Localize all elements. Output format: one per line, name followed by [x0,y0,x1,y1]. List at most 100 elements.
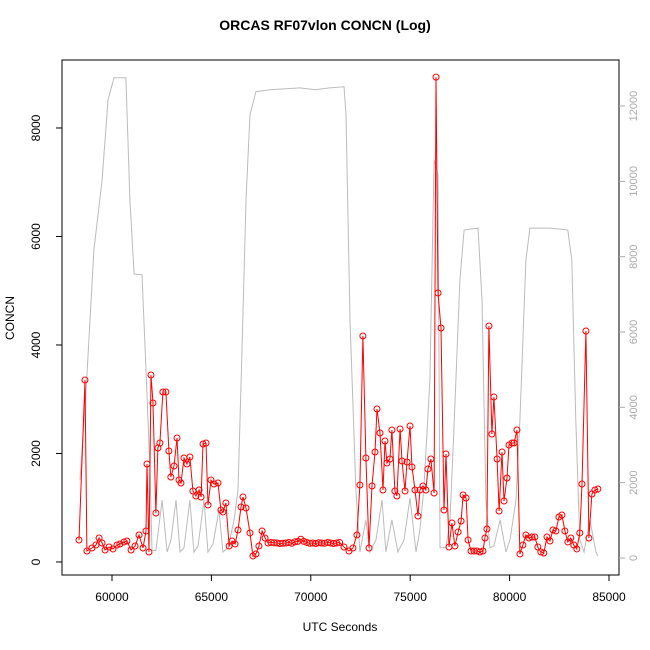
point [442,450,450,458]
y2-tick-label: 4000 [628,395,640,419]
point [490,393,498,401]
point [576,529,584,537]
point [424,465,432,473]
point [143,460,151,468]
point [528,533,536,541]
point [109,545,117,553]
point [192,492,200,500]
point [234,526,242,534]
point [105,543,113,551]
point [246,529,254,537]
point [75,536,83,544]
point [177,479,185,487]
point [113,541,121,549]
point [434,289,442,297]
y-tick-label: 0 [29,558,43,565]
point [396,425,404,433]
point [448,519,456,527]
point [408,463,416,471]
point [214,479,222,487]
point [582,327,590,335]
point [139,544,147,552]
x-tick-label: 85000 [592,590,626,604]
point [116,540,124,548]
point [430,489,438,497]
point [81,376,89,384]
point [406,422,414,430]
point [503,474,511,482]
point [558,511,566,519]
point [437,324,445,332]
point [371,448,379,456]
point [594,485,602,493]
y2-tick-label: 0 [628,555,640,561]
point [127,546,135,554]
point [222,499,230,507]
point [131,542,139,550]
point [356,481,364,489]
point [398,457,406,465]
x-tick-label: 65000 [195,590,229,604]
point [427,455,435,463]
point [300,537,308,545]
y2-tick-label: 10000 [628,166,640,197]
point [242,504,250,512]
point [336,538,344,546]
series-line [79,77,599,557]
point [403,458,411,466]
point [451,542,459,550]
point [561,527,569,535]
point [476,548,484,556]
point [333,539,341,547]
point [142,527,150,535]
point [519,541,527,549]
point [173,434,181,442]
chart-title: ORCAS RF07vlon CONCN (Log) [219,17,431,33]
point [197,493,205,501]
point [500,497,508,505]
point [204,501,212,509]
y-tick-label: 8000 [29,114,43,141]
point [165,447,173,455]
point [516,550,524,558]
point [156,439,164,447]
point [239,493,247,501]
point [123,537,131,545]
point [199,440,207,448]
point [432,73,440,81]
point [454,528,462,536]
point [488,430,496,438]
point [237,503,245,511]
point [585,534,593,542]
point [135,531,143,539]
y2-tick-label: 12000 [628,91,640,122]
point [498,448,506,456]
point [591,486,599,494]
point [567,534,575,542]
point [349,544,357,552]
x-tick-label: 80000 [493,590,527,604]
point [376,429,384,437]
point [98,539,106,547]
point [231,540,239,548]
point [485,322,493,330]
point [464,536,472,544]
point [92,541,100,549]
point [578,480,586,488]
point [546,537,554,545]
point [481,534,489,542]
point [252,550,260,558]
point [183,460,191,468]
point [537,548,545,556]
point [462,494,470,502]
point [401,487,409,495]
point [340,543,348,551]
point [255,542,263,550]
y-tick-label: 4000 [29,331,43,358]
point [210,480,218,488]
point [258,527,266,535]
point [534,543,542,551]
point [422,486,430,494]
point [186,453,194,461]
